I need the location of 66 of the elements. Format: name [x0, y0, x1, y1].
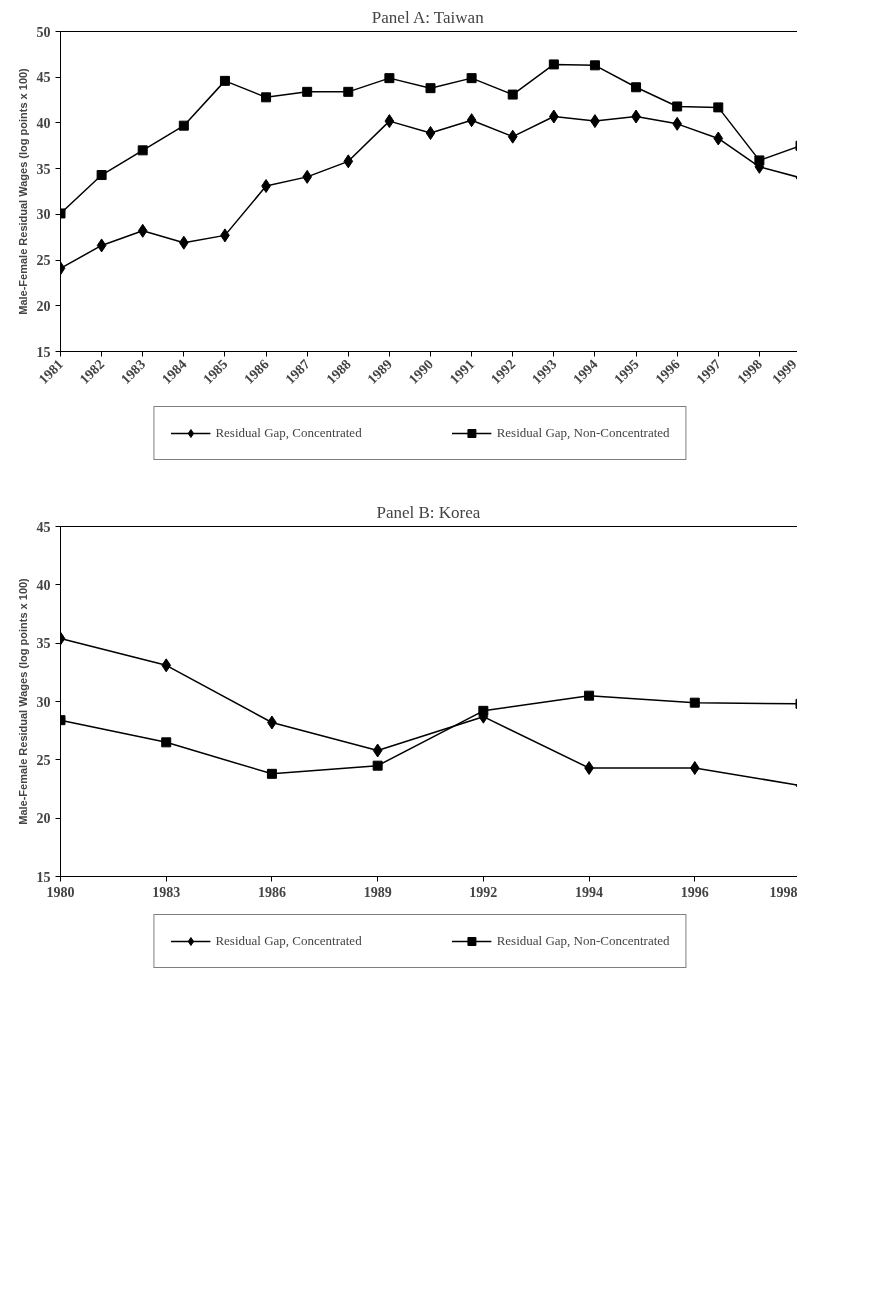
point: [672, 101, 683, 112]
x-tick-label: 1983: [152, 884, 181, 900]
point: [548, 59, 559, 70]
chart-title: Panel B: Korea: [376, 502, 481, 522]
legend-label: Residual Gap, Concentrated: [215, 933, 362, 949]
point: [466, 113, 477, 128]
point: [478, 705, 489, 716]
point: [507, 89, 518, 100]
point: [372, 760, 383, 771]
point: [584, 761, 594, 775]
y-tick-label: 15: [36, 344, 51, 360]
point: [384, 73, 395, 84]
point: [343, 154, 354, 169]
point: [589, 60, 600, 71]
legend-label: Residual Gap, Non-Concentrated: [496, 425, 670, 441]
y-tick-label: 25: [36, 253, 51, 269]
y-tick-label: 45: [36, 519, 51, 535]
y-tick-label: 35: [36, 161, 51, 177]
y-tick-label: 20: [36, 811, 51, 827]
legend-label: Residual Gap, Concentrated: [215, 425, 362, 441]
point: [161, 737, 172, 748]
point: [302, 86, 313, 97]
point: [754, 155, 765, 166]
point: [689, 697, 700, 708]
y-tick-label: 30: [36, 694, 51, 710]
y-tick-label: 50: [36, 24, 51, 40]
x-tick-label: 1996: [680, 884, 709, 900]
point: [137, 145, 148, 156]
x-tick-label: 1998: [769, 884, 798, 900]
point: [713, 131, 724, 146]
x-tick-label: 1989: [363, 884, 392, 900]
x-tick-label: 1992: [469, 884, 498, 900]
point: [219, 75, 230, 86]
point: [689, 761, 700, 775]
point: [584, 690, 595, 701]
point: [384, 114, 395, 129]
point: [96, 238, 107, 253]
point: [507, 129, 518, 144]
y-tick-label: 15: [36, 869, 51, 885]
x-tick-label: 1994: [575, 884, 604, 900]
y-axis-title: Male-Female Residual Wages (log points x 100): [16, 577, 29, 825]
point: [372, 743, 383, 758]
y-tick-label: 35: [36, 636, 51, 652]
legend-label: Residual Gap, Non-Concentrated: [496, 933, 670, 949]
point: [425, 125, 436, 140]
y-tick-label: 25: [36, 752, 51, 768]
x-tick-label: 1980: [46, 884, 75, 900]
point: [137, 223, 148, 238]
point: [178, 120, 189, 131]
point: [425, 83, 436, 94]
point: [266, 768, 277, 779]
chart-title: Panel A: Taiwan: [371, 7, 485, 27]
point: [96, 170, 107, 181]
point: [631, 82, 642, 93]
point: [343, 86, 354, 97]
y-tick-label: 45: [36, 70, 51, 86]
y-tick-label: 40: [36, 115, 51, 131]
y-tick-label: 20: [36, 298, 51, 314]
point: [466, 73, 477, 84]
point: [261, 92, 272, 103]
point: [713, 102, 724, 113]
point: [161, 658, 172, 673]
y-tick-label: 30: [36, 207, 51, 223]
y-axis-title: Male-Female Residual Wages (log points x 100): [16, 67, 29, 315]
x-tick-label: 1986: [257, 884, 286, 900]
y-tick-label: 40: [36, 577, 51, 593]
